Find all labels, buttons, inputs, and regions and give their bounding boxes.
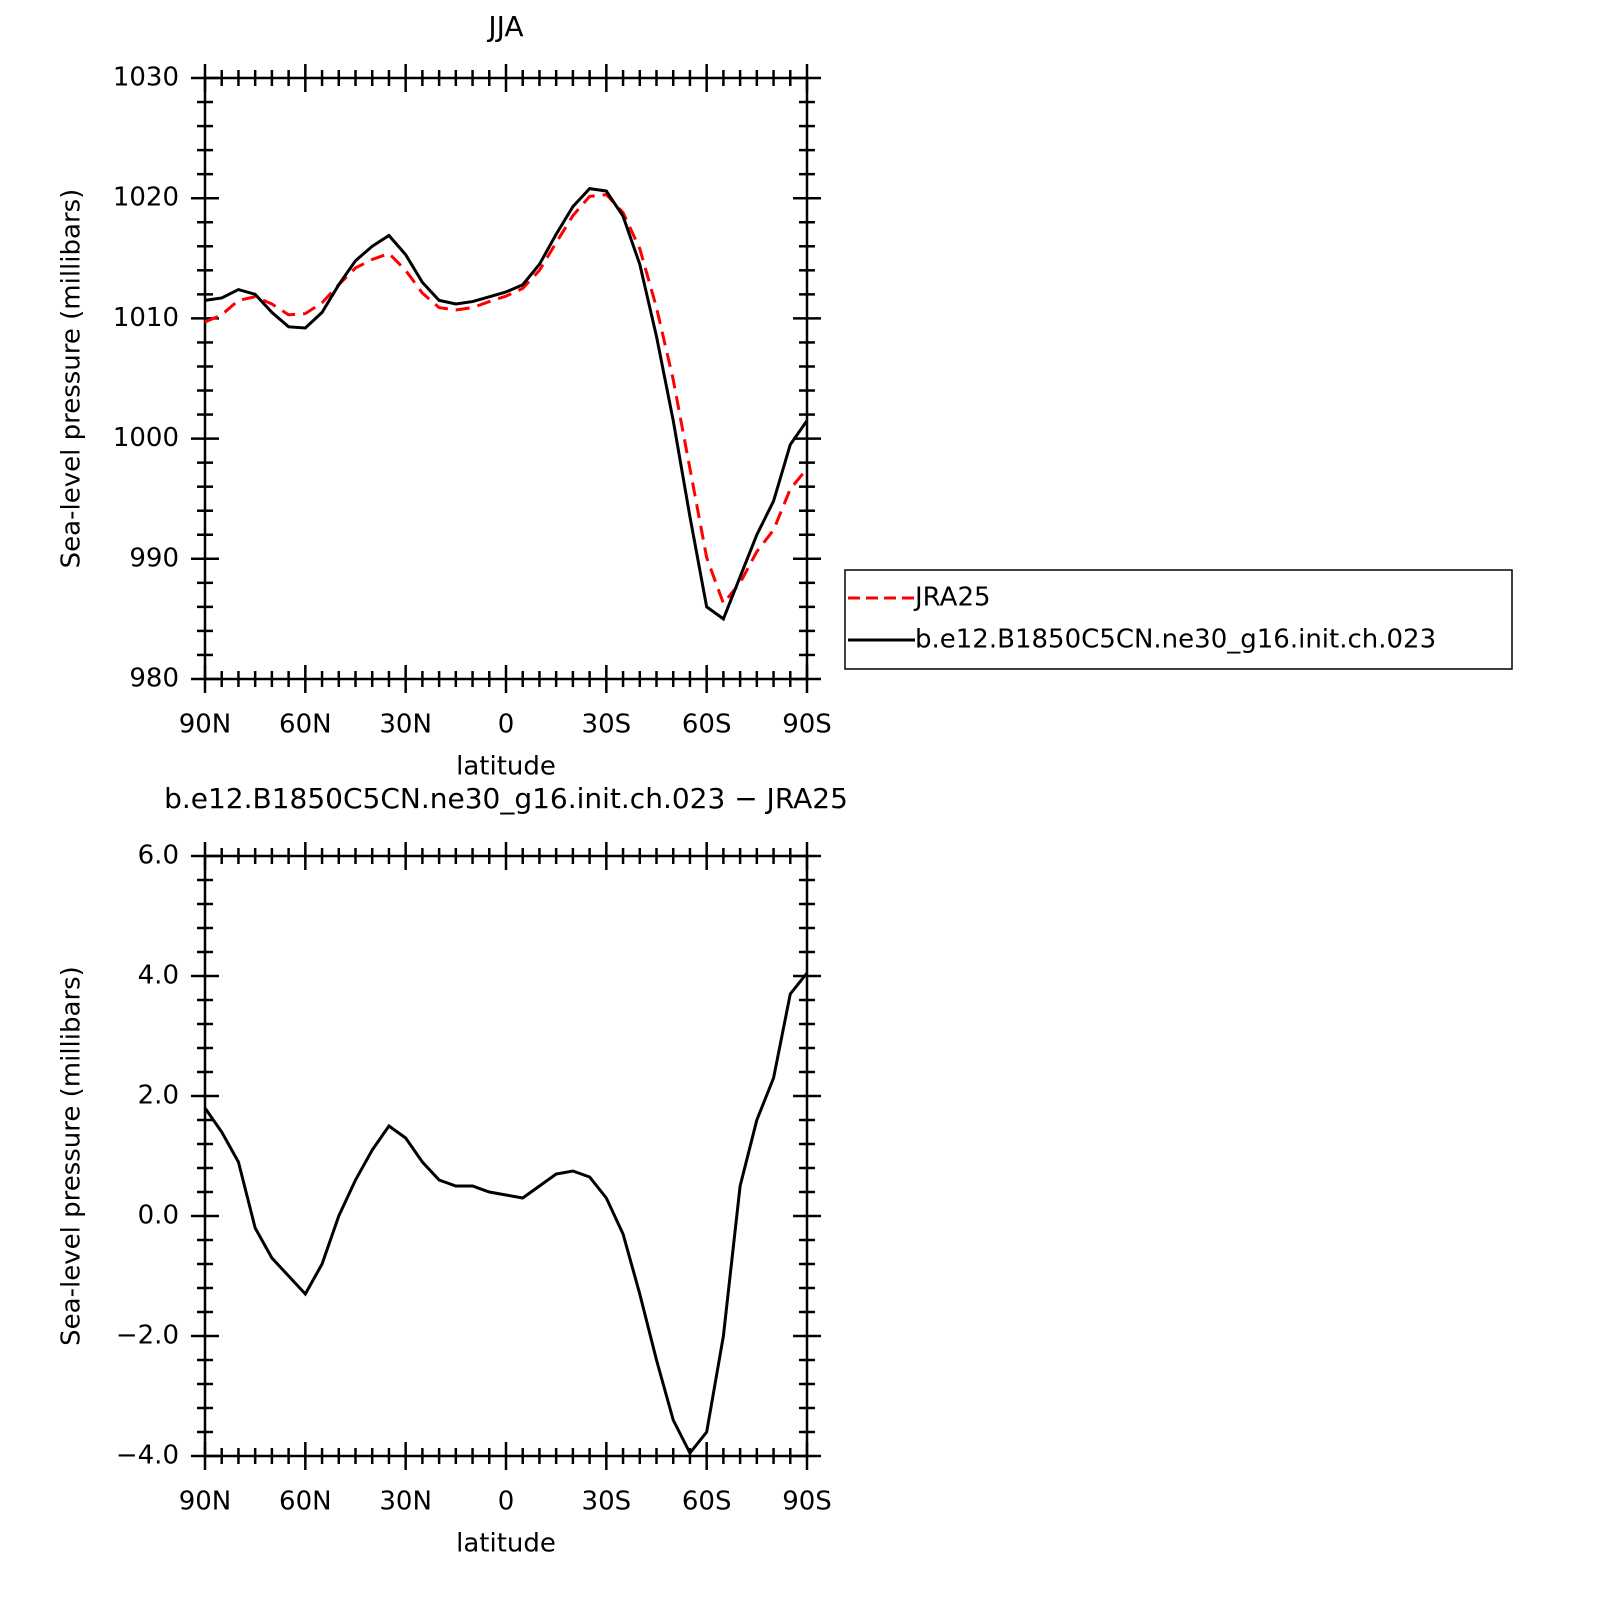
legend-label: JRA25 — [913, 583, 991, 613]
data-line — [204, 186, 809, 622]
plot-frame — [203, 76, 809, 681]
legend-label: b.e12.B1850C5CN.ne30_g16.init.ch.023 — [915, 625, 1436, 655]
y-tick-label: 1020 — [113, 183, 179, 213]
x-axis-label: latitude — [456, 1529, 556, 1559]
legend-box — [844, 569, 1513, 670]
x-tick-label: 90S — [782, 1487, 832, 1517]
x-tick-label: 30S — [582, 710, 632, 740]
y-tick-label: 6.0 — [138, 841, 179, 871]
y-tick-label: 980 — [129, 664, 179, 694]
y-tick-label: 1000 — [113, 423, 179, 453]
x-tick-label: 60N — [279, 1487, 332, 1517]
y-tick-label: 0.0 — [138, 1201, 179, 1231]
y-tick-label: −4.0 — [116, 1441, 179, 1471]
plot-frame — [203, 854, 809, 1458]
x-tick-label: 0 — [498, 710, 515, 740]
data-line — [203, 972, 809, 1456]
x-axis-label: latitude — [456, 752, 556, 782]
y-tick-label: 2.0 — [138, 1081, 179, 1111]
data-line — [204, 193, 809, 607]
y-tick-label: −2.0 — [116, 1321, 179, 1351]
y-axis-label: Sea-level pressure (millibars) — [57, 189, 87, 569]
chart-title: JJA — [486, 10, 523, 43]
chart-title: b.e12.B1850C5CN.ne30_g16.init.ch.023 − J… — [164, 782, 848, 815]
x-tick-label: 0 — [498, 1487, 515, 1517]
x-tick-label: 30S — [582, 1487, 632, 1517]
y-axis-label: Sea-level pressure (millibars) — [57, 966, 87, 1346]
x-tick-label: 60N — [279, 710, 332, 740]
x-tick-label: 60S — [682, 1487, 732, 1517]
y-tick-label: 1030 — [113, 63, 179, 93]
x-tick-label: 30N — [379, 710, 432, 740]
y-tick-label: 990 — [129, 543, 179, 573]
y-tick-label: 1010 — [113, 303, 179, 333]
x-tick-label: 30N — [379, 1487, 432, 1517]
x-tick-label: 90N — [179, 710, 232, 740]
x-tick-label: 90N — [179, 1487, 232, 1517]
x-tick-label: 60S — [682, 710, 732, 740]
y-tick-label: 4.0 — [138, 961, 179, 991]
x-tick-label: 90S — [782, 710, 832, 740]
